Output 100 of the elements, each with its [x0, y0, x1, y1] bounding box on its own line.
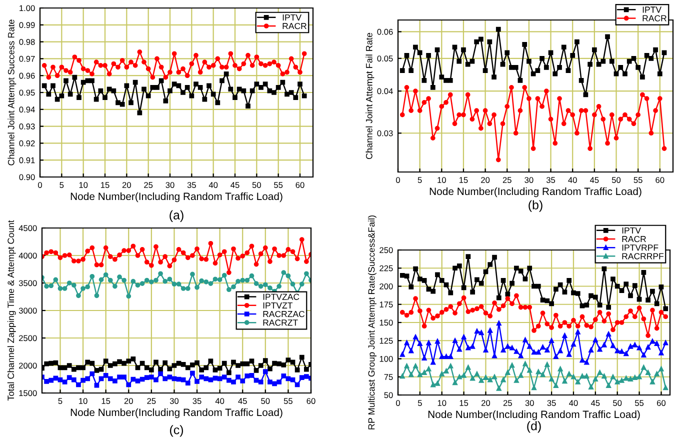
y-tick-label: 0.97	[19, 56, 35, 62]
y-tick-label: 0.06	[377, 28, 393, 35]
y-tick-label: 3000	[18, 308, 37, 314]
x-tick-label: 15	[101, 182, 110, 188]
y-tick-label: 4000	[18, 252, 37, 259]
y-tick-label: 225	[380, 265, 393, 272]
text: (c)	[170, 425, 184, 437]
x-tick-label: 50	[612, 177, 621, 183]
x-tick-label: 55	[634, 177, 642, 183]
y-tick-label: 0.94	[19, 106, 35, 112]
x-tick-label: 30	[166, 182, 174, 188]
y-tick-label: 150	[380, 320, 393, 326]
x-tick-label: 20	[482, 400, 490, 406]
y-tick-label: 0.91	[19, 157, 35, 164]
y-tick-label: 50	[384, 392, 393, 398]
text: (a)	[170, 210, 184, 222]
x-tick-label: 0	[38, 182, 42, 188]
y-tick-label: 0.93	[19, 124, 35, 130]
legend-label: RACR	[622, 236, 646, 242]
x-tick-label: 0	[396, 177, 400, 183]
x-tick-label: 25	[144, 182, 153, 188]
x-tick-label: 50	[252, 182, 261, 188]
x-tick-label: 35	[547, 400, 556, 406]
x-tick-label: 20	[122, 182, 131, 188]
x-tick-label: 40	[568, 177, 577, 183]
x-tick-label: 55	[634, 400, 644, 406]
x-tick-label: 60	[656, 177, 664, 183]
x-tick-label: 60	[306, 398, 316, 404]
x-tick-label: 10	[438, 177, 446, 183]
x-tick-label: 35	[187, 182, 196, 188]
text: (d)	[527, 421, 541, 433]
y-axis-title: RP Multicast Group Joint Attempt Rate(Success&Fail)	[368, 216, 376, 430]
x-tick-label: 10	[79, 398, 88, 404]
x-tick-label: 20	[124, 398, 133, 404]
x-tick-label: 45	[230, 182, 240, 188]
x-axis-title: Node Number(Including Random Traffic Load)	[428, 410, 640, 420]
y-tick-label: 0.04	[377, 88, 393, 94]
x-tick-label: 60	[657, 400, 666, 406]
y-tick-label: 1500	[19, 390, 37, 396]
legend-label: IPTV	[282, 14, 302, 20]
x-tick-label: 30	[170, 398, 179, 404]
x-tick-label: 35	[192, 398, 202, 404]
y-tick-label: 125	[380, 338, 393, 344]
y-tick-label: 175	[380, 302, 393, 308]
x-tick-label: 45	[590, 400, 600, 406]
y-tick-label: 0.98	[19, 39, 35, 45]
x-tick-label: 25	[147, 398, 156, 404]
legend-label: IPTVZT	[263, 302, 293, 308]
y-tick-label: 200	[380, 283, 393, 290]
x-tick-label: 20	[481, 177, 490, 183]
legend-label: RACRZT	[263, 320, 298, 326]
y-axis-title: Channel Joint Attempt Success Rate	[8, 20, 16, 166]
legend-label: IPTV	[642, 6, 662, 13]
y-tick-label: 0.05	[377, 56, 393, 62]
legend-label: RACR	[642, 15, 666, 22]
y-tick-label: 75	[384, 374, 393, 380]
x-tick-label: 5	[418, 177, 422, 183]
y-axis-title: Channel Joint Attempt Fail Rate	[366, 32, 374, 160]
x-tick-label: 5	[60, 182, 64, 188]
x-tick-label: 45	[590, 177, 599, 183]
x-tick-label: 45	[238, 398, 247, 404]
x-tick-label: 30	[525, 400, 534, 406]
x-axis-title: Node Number(Including Random Traffic Load)	[70, 408, 282, 418]
x-tick-label: 40	[569, 400, 578, 406]
y-axis-title: Total Channel Zapping Time & Attempt Count	[7, 220, 16, 401]
x-tick-label: 15	[459, 177, 468, 183]
x-axis-title: Node Number(Including Random Traffic Load)	[70, 192, 282, 202]
x-tick-label: 35	[546, 177, 556, 183]
y-tick-label: 3500	[18, 280, 37, 286]
y-tick-label: 0.96	[19, 72, 35, 79]
y-tick-label: 2000	[19, 362, 37, 369]
x-tick-label: 40	[208, 182, 218, 188]
legend-label: IPTVRPF	[622, 244, 658, 251]
x-tick-label: 15	[460, 400, 468, 406]
x-tick-label: 30	[524, 177, 534, 183]
x-tick-label: 0	[396, 400, 400, 406]
y-tick-label: 0.99	[19, 22, 35, 28]
x-axis-title: Node Number(Including Random Traffic Load)	[430, 187, 642, 198]
x-tick-label: 5	[58, 398, 62, 404]
text: (b)	[528, 200, 542, 212]
x-tick-label: 25	[502, 177, 512, 183]
y-tick-label: 4500	[18, 225, 37, 232]
x-tick-label: 40	[215, 398, 224, 404]
y-tick-label: 2500	[19, 335, 37, 342]
y-tick-label: 0.95	[19, 90, 35, 96]
y-tick-label: 0.03	[377, 130, 393, 136]
x-tick-label: 55	[274, 182, 283, 188]
y-tick-label: 100	[380, 356, 393, 362]
legend-label: RACRZAC	[263, 310, 305, 318]
y-tick-label: 0.92	[19, 140, 35, 146]
x-tick-label: 50	[613, 400, 622, 406]
legend-label: RACR	[282, 22, 306, 30]
x-tick-label: 5	[418, 400, 422, 406]
y-tick-label: 250	[380, 247, 393, 254]
x-tick-label: 60	[296, 182, 304, 188]
y-tick-label: 1.00	[20, 5, 35, 12]
legend-label: IPTV	[622, 227, 641, 234]
legend-label: IPTVZAC	[263, 294, 300, 300]
x-tick-label: 15	[102, 398, 110, 404]
x-tick-label: 50	[261, 398, 270, 404]
